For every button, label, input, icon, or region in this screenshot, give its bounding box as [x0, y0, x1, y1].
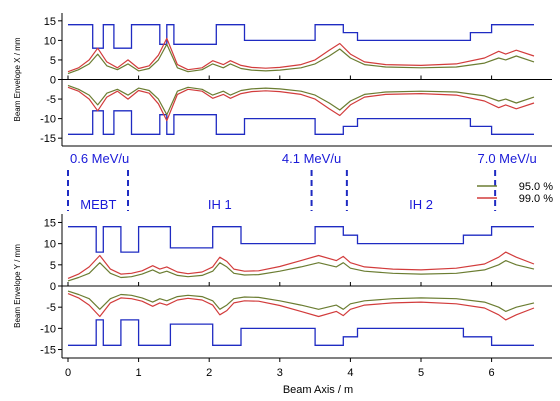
y-tick-label: 0	[50, 281, 56, 293]
envelope-95-lower	[67, 290, 535, 312]
y-tick-label: -15	[40, 133, 56, 145]
aperture-upper	[68, 226, 534, 253]
x-tick-label: 6	[489, 367, 495, 379]
x-tick-label: 1	[136, 367, 142, 379]
section-label: IH 1	[208, 197, 232, 212]
x-tick-label: 5	[418, 367, 424, 379]
section-label: IH 2	[409, 197, 433, 212]
legend: 95.0 %99.0 %	[477, 181, 553, 205]
aperture-lower	[68, 319, 534, 346]
x-axis: 0 1 2 3 4 5 6 Beam Axis / m	[65, 358, 495, 396]
y-tick-label: 10	[44, 239, 56, 251]
envelope-95-lower	[67, 84, 535, 116]
aperture-lower	[68, 110, 534, 135]
y-tick-label: 5	[50, 55, 56, 67]
section-label: MEBT	[80, 197, 116, 212]
x-tick-label: 4	[347, 367, 353, 379]
y-axis-label: Beam Envelope X / mm	[13, 37, 22, 121]
x-axis-label: Beam Axis / m	[283, 384, 353, 396]
x-tick-label: 0	[65, 367, 71, 379]
y-tick-label: -10	[40, 323, 56, 335]
x-tick-label: 2	[206, 367, 212, 379]
y-tick-label: -5	[46, 302, 56, 314]
envelope-panels: 15 10 5 0 -5 -10 -15 Beam Envelope X / mm 15 10 5 0…	[13, 13, 552, 359]
legend-entry: 95.0 %	[519, 181, 553, 193]
energy-label: 4.1 MeV/u	[282, 151, 341, 166]
energy-label: 0.6 MeV/u	[70, 151, 129, 166]
envelope-99-lower	[67, 293, 535, 321]
aperture-upper	[68, 24, 534, 49]
y-tick-label: 15	[44, 16, 56, 28]
y-tick-label: -5	[46, 94, 56, 106]
y-axis-label: Beam Envelope Y / mm	[13, 244, 22, 328]
y-tick-label: 5	[50, 260, 56, 272]
y-tick-label: 10	[44, 35, 56, 47]
panel-y: 15 10 5 0 -5 -10 -15 Beam Envelope Y / mm	[13, 214, 552, 359]
y-tick-label: 0	[50, 75, 56, 87]
x-tick-label: 3	[277, 367, 283, 379]
envelope-99-upper	[67, 37, 535, 73]
energy-section-annotations: 0.6 MeV/u 4.1 MeV/u 7.0 MeV/u MEBT IH 1 IH 2	[67, 151, 537, 212]
legend-entry: 99.0 %	[519, 193, 553, 205]
envelope-95-upper	[67, 43, 535, 75]
y-tick-label: 15	[44, 217, 56, 229]
y-tick-label: -15	[40, 345, 56, 357]
envelope-99-upper	[67, 251, 535, 279]
envelope-95-upper	[67, 260, 535, 282]
panel-x: 15 10 5 0 -5 -10 -15 Beam Envelope X / mm	[13, 13, 552, 147]
envelope-99-lower	[67, 86, 535, 122]
energy-label: 7.0 MeV/u	[477, 151, 536, 166]
y-tick-label: -10	[40, 114, 56, 126]
